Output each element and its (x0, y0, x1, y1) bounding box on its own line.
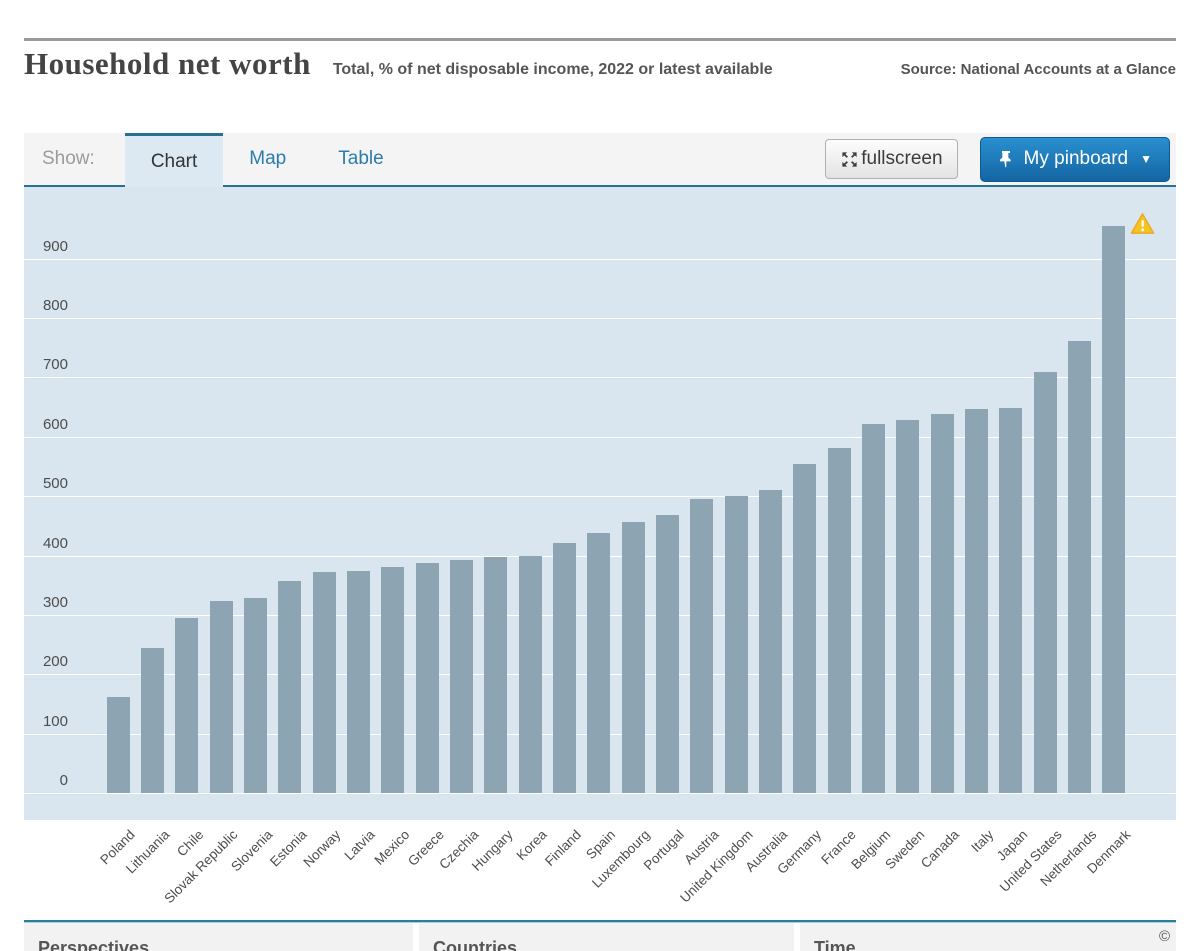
bar-france[interactable] (827, 448, 851, 793)
gridline-0 (24, 793, 1176, 794)
gridline-900 (24, 258, 1176, 260)
page-title: Household net worth (24, 46, 311, 81)
bar-hungary[interactable] (484, 557, 508, 793)
bar-canada[interactable] (930, 414, 954, 793)
bar-slovenia[interactable] (244, 598, 268, 793)
pin-icon (998, 150, 1014, 168)
bar-germany[interactable] (793, 464, 817, 793)
bar-slovak-republic[interactable] (209, 600, 233, 793)
copyright-link[interactable]: © (1158, 928, 1170, 945)
x-label-finland: Finland (542, 827, 585, 869)
x-label-italy: Italy (967, 827, 997, 856)
time-panel[interactable]: Time © (800, 923, 1176, 951)
gridline-600 (24, 436, 1176, 438)
header-divider (24, 38, 1176, 41)
fullscreen-icon (840, 150, 859, 169)
y-tick-300: 300 (42, 593, 68, 611)
page-subtitle: Total, % of net disposable income, 2022 … (332, 61, 773, 78)
tab-map[interactable]: Map (223, 133, 312, 185)
bar-denmark[interactable] (1102, 226, 1126, 793)
toolbar-actions: fullscreen My pinboard ▼ (825, 133, 1170, 185)
tab-chart-label: Chart (150, 150, 198, 172)
bar-poland[interactable] (106, 697, 130, 793)
bar-united-kingdom[interactable] (724, 495, 748, 793)
y-tick-500: 500 (42, 475, 68, 493)
bar-korea[interactable] (518, 555, 542, 793)
fullscreen-button[interactable]: fullscreen (825, 139, 958, 179)
bar-japan[interactable] (999, 408, 1023, 793)
bar-greece[interactable] (415, 563, 439, 793)
header: Household net worth Total, % of net disp… (24, 46, 1176, 82)
bar-luxembourg[interactable] (621, 522, 645, 793)
bar-netherlands[interactable] (1067, 340, 1091, 793)
y-tick-200: 200 (42, 653, 68, 671)
bar-italy[interactable] (964, 409, 988, 793)
perspectives-heading: Perspectives (38, 938, 150, 951)
countries-panel[interactable]: Countries (419, 923, 794, 951)
y-tick-800: 800 (42, 297, 68, 315)
my-pinboard-label: My pinboard (1023, 148, 1129, 169)
tab-map-label: Map (249, 148, 287, 169)
bar-czechia[interactable] (450, 560, 473, 793)
gridline-700 (24, 377, 1176, 379)
bar-chile[interactable] (175, 617, 199, 793)
source-label: Source: National Accounts at a Glance (900, 61, 1176, 78)
x-axis-labels: Poland Lithuania Chile Slovak Republic Slove… (24, 820, 1176, 920)
y-tick-100: 100 (42, 712, 68, 730)
bar-lithuania[interactable] (141, 648, 165, 793)
bar-mexico[interactable] (381, 567, 405, 793)
my-pinboard-button[interactable]: My pinboard ▼ (979, 136, 1170, 182)
bar-latvia[interactable] (347, 570, 370, 793)
view-toolbar: Show: Chart Map Table fullscreen (24, 133, 1176, 187)
tab-chart[interactable]: Chart (124, 133, 224, 187)
y-tick-400: 400 (42, 534, 68, 552)
bar-estonia[interactable] (278, 581, 302, 793)
bar-spain[interactable] (587, 532, 611, 793)
tab-table-label: Table (338, 148, 384, 169)
countries-heading: Countries (433, 938, 518, 951)
bar-united-states[interactable] (1033, 372, 1057, 793)
x-label-norway: Norway (300, 827, 344, 870)
perspectives-panel[interactable]: Perspectives (24, 923, 413, 951)
bar-sweden[interactable] (896, 420, 920, 793)
x-label-mexico: Mexico (371, 827, 413, 868)
y-tick-900: 900 (42, 237, 68, 255)
y-tick-600: 600 (42, 415, 68, 433)
gridline-500 (24, 496, 1176, 498)
show-label: Show: (42, 148, 95, 169)
time-heading: Time (814, 938, 856, 951)
y-tick-0: 0 (59, 772, 68, 789)
y-tick-700: 700 (42, 356, 68, 374)
bar-norway[interactable] (312, 572, 336, 793)
gridline-800 (24, 318, 1176, 320)
tab-table[interactable]: Table (312, 133, 409, 185)
x-label-estonia: Estonia (267, 827, 310, 870)
footer-divider (24, 920, 1176, 922)
chevron-down-icon: ▼ (1140, 152, 1152, 166)
bar-belgium[interactable] (861, 424, 885, 793)
bar-portugal[interactable] (655, 515, 679, 793)
bar-austria[interactable] (690, 499, 714, 793)
bar-finland[interactable] (552, 543, 576, 793)
bar-australia[interactable] (758, 490, 782, 793)
bar-chart-plot: 0 100 200 300 400 500 600 700 800 900 (24, 187, 1176, 820)
warning-icon[interactable] (1130, 212, 1155, 240)
fullscreen-label: fullscreen (861, 148, 943, 169)
